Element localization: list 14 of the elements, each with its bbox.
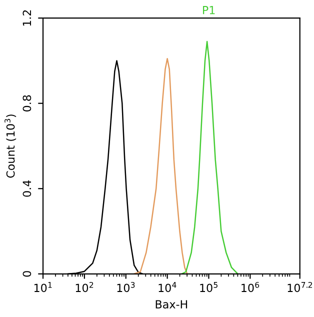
x-tick-label: 10$^{4}$ (158, 282, 176, 292)
y-tick-label: 0.8 (22, 95, 32, 112)
x-tick-label: 10$^{1}$ (34, 282, 52, 292)
text: P1 (203, 6, 215, 14)
y-tick-label: 0 (22, 271, 32, 277)
x-tick-label: 10$^{6}$ (242, 282, 260, 292)
y-axis-title: Count (10$^{3}$) (4, 114, 16, 178)
y-tick-label: 1.2 (22, 10, 31, 26)
x-tick-label: 10$^{2}$ (76, 282, 94, 292)
x-tick-label: 10$^{5}$ (200, 282, 218, 292)
x-axis-title: Bax-H (156, 300, 188, 309)
x-tick-label: 10$^{7.2}$ (288, 282, 312, 292)
y-tick-label: 0.4 (22, 180, 32, 197)
x-tick-label: 10$^{3}$ (117, 282, 135, 292)
